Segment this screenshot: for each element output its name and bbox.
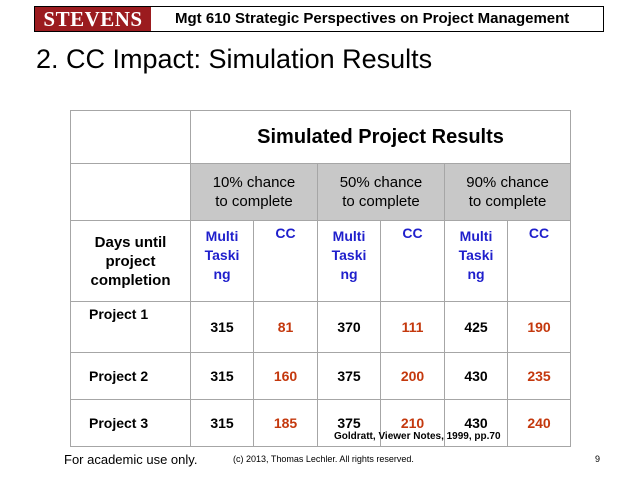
project-name: Project 2 xyxy=(70,352,191,400)
multitasking-header: Multi Taski ng xyxy=(190,220,254,302)
citation: Goldratt, Viewer Notes, 1999, pp.70 xyxy=(334,431,501,442)
page-number: 9 xyxy=(595,454,601,464)
blank-cell xyxy=(70,110,191,164)
cc-value: 160 xyxy=(253,352,318,400)
cc-value: 190 xyxy=(506,301,572,353)
cc-header: CC xyxy=(253,220,318,302)
blank-cell xyxy=(70,163,191,221)
chance-header-90: 90% chance to complete xyxy=(443,163,572,221)
table-heading: Simulated Project Results xyxy=(189,110,572,164)
footer-copyright: (c) 2013, Thomas Lechler. All rights res… xyxy=(233,454,414,464)
multitasking-value: 375 xyxy=(317,399,381,447)
multitasking-value: 430 xyxy=(444,352,508,400)
cc-header: CC xyxy=(506,220,572,302)
multitasking-header: Multi Taski ng xyxy=(317,220,381,302)
cc-value: 81 xyxy=(253,301,318,353)
multitasking-value: 315 xyxy=(190,301,254,353)
cc-header: CC xyxy=(380,220,445,302)
days-until-completion-header: Days until project completion xyxy=(70,220,191,302)
multitasking-value: 315 xyxy=(190,352,254,400)
multitasking-header: Multi Taski ng xyxy=(444,220,508,302)
cc-value: 111 xyxy=(380,301,445,353)
multitasking-value: 315 xyxy=(190,399,254,447)
course-title: Mgt 610 Strategic Perspectives on Projec… xyxy=(175,10,570,27)
chance-header-10: 10% chance to complete xyxy=(190,163,318,221)
results-table: Simulated Project Results 10% chance to c… xyxy=(70,110,572,447)
project-name: Project 3 xyxy=(70,399,191,447)
multitasking-value: 370 xyxy=(317,301,381,353)
project-name: Project 1 xyxy=(70,301,191,353)
table-row: Project 1 315 81 370 111 425 190 xyxy=(70,301,572,353)
header-bar: STEVENS Mgt 610 Strategic Perspectives o… xyxy=(34,6,604,32)
table-row: Project 2 315 160 375 200 430 235 xyxy=(70,352,572,400)
slide-title: 2. CC Impact: Simulation Results xyxy=(36,44,433,74)
multitasking-value: 375 xyxy=(317,352,381,400)
cc-value: 185 xyxy=(253,399,318,447)
multitasking-value: 425 xyxy=(444,301,508,353)
results-table-container: Simulated Project Results 10% chance to c… xyxy=(70,110,572,447)
cc-value: 240 xyxy=(506,399,572,447)
cc-value: 235 xyxy=(506,352,572,400)
footer-disclaimer: For academic use only. xyxy=(64,452,198,467)
table-row: Project 3 315 185 375 210 430 240 xyxy=(70,399,572,447)
chance-header-50: 50% chance to complete xyxy=(317,163,445,221)
cc-value: 200 xyxy=(380,352,445,400)
stevens-logo: STEVENS xyxy=(35,7,151,31)
